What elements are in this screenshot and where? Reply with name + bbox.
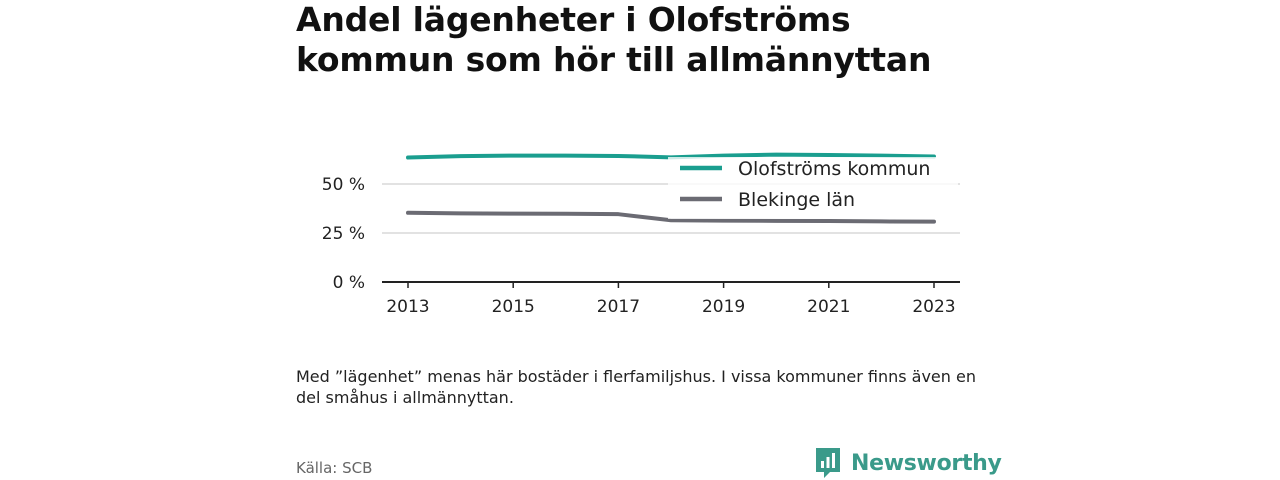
y-tick-label: 0 % [333,273,365,293]
y-tick-label: 50 % [322,175,365,195]
x-tick-label: 2015 [492,297,535,317]
x-tick-label: 2021 [807,297,850,317]
source-label: Källa: SCB [296,459,373,477]
x-tick-label: 2013 [386,297,429,317]
x-tick-label: 2019 [702,297,745,317]
line-chart: 0 % 25 % 50 % 2013 2015 2017 2019 2021 2023 Olo… [322,152,960,317]
x-tick-label: 2023 [912,297,955,317]
y-axis-ticks: 0 % 25 % 50 % [322,175,365,293]
x-axis: 2013 2015 2017 2019 2021 2023 [382,281,960,317]
brand-name: Newsworthy [851,450,1002,476]
brand-logo: Newsworthy [814,446,1002,480]
legend-label: Olofströms kommun [738,158,930,180]
legend-label: Blekinge län [738,189,855,211]
x-tick-label: 2017 [597,297,640,317]
chart-title: Andel lägenheter i Olofströms kommun som… [296,0,932,79]
footnote: Med ”lägenhet” menas här bostäder i fler… [296,367,976,407]
newsworthy-logo-icon [816,448,840,478]
legend: Olofströms kommun Blekinge län [668,157,958,219]
y-tick-label: 25 % [322,224,365,244]
series-line-blekinge [406,210,936,224]
